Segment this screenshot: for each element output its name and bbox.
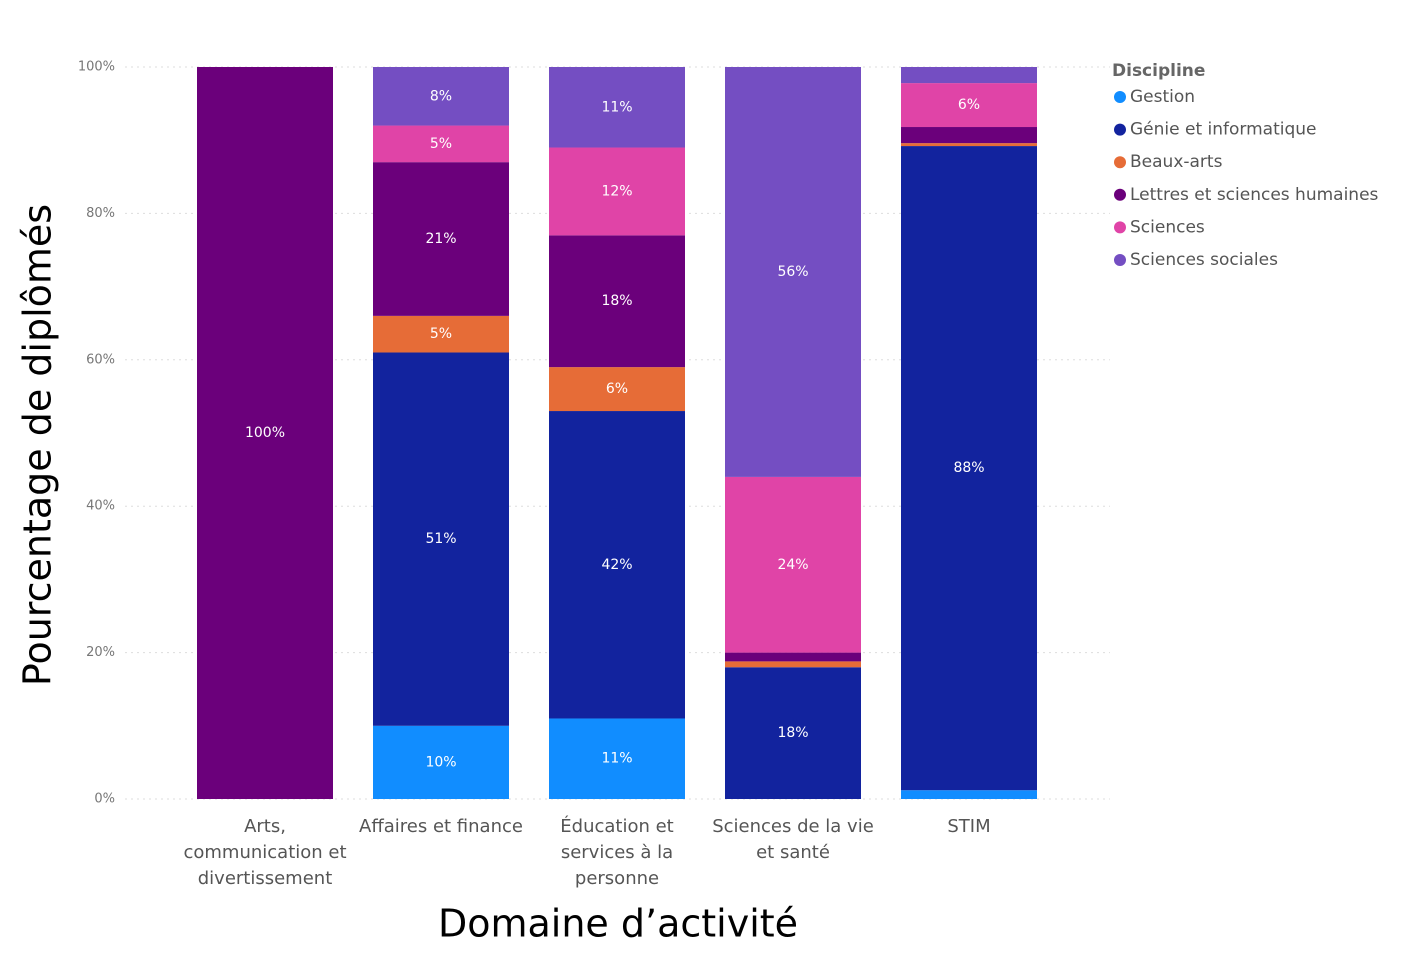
bar-segment — [901, 83, 1037, 128]
bar-segment — [901, 146, 1037, 791]
bar-segment — [901, 790, 1037, 799]
legend-marker — [1114, 156, 1126, 169]
x-tick-label: Arts, communication et divertissement — [183, 816, 347, 889]
bar-segment — [373, 125, 509, 163]
data-label: 56% — [777, 264, 808, 280]
legend-marker — [1114, 221, 1126, 234]
data-label: 11% — [601, 99, 632, 115]
y-tick-label: 0% — [94, 792, 115, 807]
data-label: 12% — [601, 183, 632, 199]
bar-segment — [549, 67, 685, 148]
legend-marker — [1114, 254, 1126, 266]
data-label: 11% — [601, 751, 632, 767]
x-tick-label: Sciences de la vie et santé — [712, 816, 874, 863]
data-label: 42% — [601, 557, 632, 573]
y-tick-label: 20% — [86, 645, 115, 660]
data-label: 24% — [777, 557, 808, 573]
data-label: 6% — [606, 381, 628, 397]
legend-title: Discipline — [1112, 61, 1205, 81]
legend-marker — [1114, 91, 1126, 103]
legend-label: Gestion — [1130, 87, 1195, 107]
bar-segment — [373, 352, 509, 726]
bar-segment — [549, 411, 685, 719]
bar-segment — [725, 652, 861, 662]
bar-segment — [549, 147, 685, 236]
bar-segment — [373, 67, 509, 126]
y-tick-label: 100% — [78, 60, 115, 75]
y-tick-label: 60% — [86, 352, 115, 367]
y-axis-title: Pourcentage de diplômés — [16, 204, 60, 686]
legend-label: Génie et informatique — [1130, 120, 1317, 140]
bar-segment — [197, 67, 333, 799]
bar-segment — [373, 162, 509, 316]
data-label: 18% — [777, 725, 808, 741]
data-label: 5% — [430, 136, 452, 152]
legend-label: Sciences sociales — [1130, 250, 1278, 270]
data-label: 10% — [425, 754, 456, 770]
bar-segment — [901, 127, 1037, 144]
bar-segment — [549, 235, 685, 368]
x-tick-label: Affaires et finance — [359, 816, 523, 837]
bar-segment — [901, 67, 1037, 84]
bar-segment — [725, 67, 861, 477]
legend-marker — [1114, 123, 1126, 136]
data-label: 88% — [953, 460, 984, 476]
y-tick-label: 80% — [86, 206, 115, 221]
x-tick-label: STIM — [947, 816, 991, 837]
data-label: 6% — [958, 97, 980, 113]
bar-segment — [373, 315, 509, 353]
x-axis-title: Domaine d’activité — [438, 902, 798, 946]
data-label: 5% — [430, 326, 452, 342]
bar-segment — [725, 661, 861, 668]
y-tick-label: 40% — [86, 499, 115, 514]
data-label: 18% — [601, 293, 632, 309]
legend-label: Beaux-arts — [1130, 152, 1223, 172]
bar-segment — [373, 725, 509, 799]
legend-marker — [1114, 188, 1126, 201]
x-tick-label: Éducation et services à la personne — [560, 816, 674, 889]
bar-segment — [901, 143, 1037, 147]
bar-segment — [549, 367, 685, 412]
legend-label: Sciences — [1130, 217, 1205, 237]
legend-label: Lettres et sciences humaines — [1130, 185, 1379, 205]
data-label: 8% — [430, 88, 452, 104]
bar-segment — [725, 667, 861, 799]
data-label: 51% — [425, 531, 456, 547]
data-label: 100% — [245, 425, 285, 441]
bar-segment — [725, 476, 861, 653]
bar-segment — [549, 718, 685, 799]
data-label: 21% — [425, 231, 456, 247]
